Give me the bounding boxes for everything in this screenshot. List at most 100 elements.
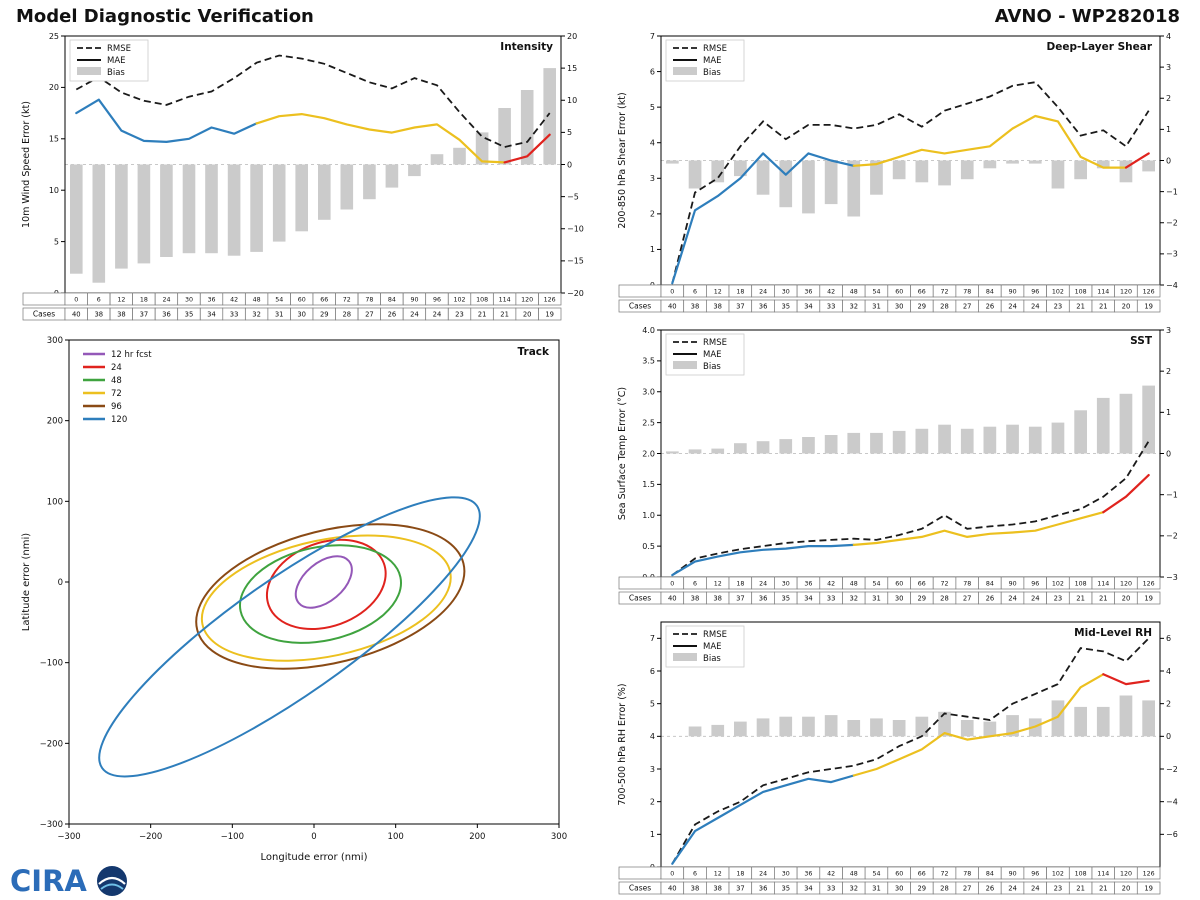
- svg-text:5: 5: [567, 128, 572, 137]
- svg-text:18: 18: [736, 870, 744, 877]
- y-axis-label: 700-500 hPa RH Error (%): [617, 683, 628, 805]
- svg-text:2: 2: [1166, 367, 1171, 376]
- svg-text:48: 48: [850, 288, 858, 295]
- svg-text:48: 48: [850, 580, 858, 587]
- svg-text:34: 34: [207, 311, 216, 319]
- svg-text:36: 36: [759, 303, 768, 311]
- svg-text:4: 4: [1166, 667, 1171, 676]
- svg-text:20: 20: [49, 83, 59, 92]
- svg-text:32: 32: [849, 303, 858, 311]
- svg-text:0: 0: [74, 296, 78, 303]
- svg-text:60: 60: [895, 288, 903, 295]
- svg-text:6: 6: [1166, 634, 1171, 643]
- track-error-ellipse: [265, 538, 387, 631]
- svg-text:84: 84: [388, 296, 396, 303]
- svg-text:66: 66: [320, 296, 328, 303]
- svg-text:26: 26: [986, 595, 995, 603]
- svg-text:21: 21: [1076, 303, 1085, 311]
- svg-text:38: 38: [691, 595, 700, 603]
- svg-text:21: 21: [1099, 303, 1108, 311]
- svg-text:38: 38: [691, 885, 700, 893]
- legend-rmse-label: RMSE: [107, 44, 131, 54]
- legend-mae-label: MAE: [107, 56, 126, 66]
- legend-rmse-label: RMSE: [703, 44, 727, 54]
- svg-text:100: 100: [388, 832, 404, 842]
- svg-text:10: 10: [567, 96, 577, 105]
- svg-text:15: 15: [567, 64, 577, 73]
- svg-text:126: 126: [1143, 580, 1155, 587]
- svg-text:5: 5: [54, 237, 59, 246]
- svg-text:96: 96: [1031, 288, 1039, 295]
- svg-text:37: 37: [140, 311, 149, 319]
- svg-text:5: 5: [650, 103, 655, 112]
- svg-text:27: 27: [963, 303, 972, 311]
- svg-text:6: 6: [650, 67, 655, 76]
- svg-text:24: 24: [1008, 303, 1017, 311]
- svg-text:20: 20: [1122, 595, 1131, 603]
- svg-text:1: 1: [1166, 408, 1171, 417]
- track-error-ellipse: [98, 496, 481, 778]
- model-storm-id: AVNO - WP282018: [994, 6, 1180, 27]
- legend-label: 48: [111, 376, 122, 386]
- svg-text:3.5: 3.5: [642, 357, 655, 366]
- legend-bias-label: Bias: [703, 68, 721, 78]
- svg-text:30: 30: [782, 288, 790, 295]
- svg-text:4.0: 4.0: [642, 326, 655, 335]
- svg-text:54: 54: [872, 870, 880, 877]
- svg-text:120: 120: [1120, 580, 1132, 587]
- legend-label: 72: [111, 389, 122, 399]
- svg-text:102: 102: [1052, 580, 1064, 587]
- cases-row-label: Cases: [629, 302, 651, 311]
- svg-text:38: 38: [713, 885, 722, 893]
- svg-text:38: 38: [117, 311, 126, 319]
- svg-text:23: 23: [1054, 303, 1063, 311]
- svg-text:7: 7: [650, 32, 655, 41]
- svg-text:10: 10: [49, 186, 59, 195]
- svg-text:32: 32: [849, 885, 858, 893]
- svg-text:21: 21: [1099, 595, 1108, 603]
- svg-text:60: 60: [895, 580, 903, 587]
- svg-text:1: 1: [650, 245, 655, 254]
- legend-mae-label: MAE: [703, 350, 722, 360]
- svg-text:108: 108: [476, 296, 488, 303]
- svg-text:−15: −15: [567, 257, 584, 266]
- panel-title: Mid-Level RH: [1074, 627, 1152, 639]
- svg-text:24: 24: [410, 311, 419, 319]
- svg-text:40: 40: [72, 311, 81, 319]
- legend-bias-swatch-icon: [77, 67, 101, 75]
- svg-text:−300: −300: [40, 820, 63, 830]
- track-error-ellipse: [294, 555, 353, 609]
- svg-text:30: 30: [782, 870, 790, 877]
- svg-text:33: 33: [827, 303, 836, 311]
- panel-title: Track: [518, 346, 550, 358]
- svg-text:35: 35: [781, 885, 790, 893]
- svg-text:120: 120: [521, 296, 533, 303]
- legend-label: 12 hr fcst: [111, 350, 152, 360]
- svg-text:24: 24: [1031, 595, 1040, 603]
- svg-text:42: 42: [827, 870, 835, 877]
- svg-text:12: 12: [117, 296, 125, 303]
- svg-text:38: 38: [713, 303, 722, 311]
- svg-text:1: 1: [650, 830, 655, 839]
- svg-text:66: 66: [918, 580, 926, 587]
- svg-text:27: 27: [963, 885, 972, 893]
- svg-text:28: 28: [940, 595, 949, 603]
- svg-text:1: 1: [1166, 125, 1171, 134]
- svg-text:31: 31: [872, 595, 881, 603]
- svg-text:20: 20: [1122, 303, 1131, 311]
- svg-text:38: 38: [94, 311, 103, 319]
- svg-text:0: 0: [1166, 156, 1171, 165]
- cases-row-label: Cases: [33, 310, 55, 319]
- svg-text:60: 60: [895, 870, 903, 877]
- svg-text:21: 21: [478, 311, 487, 319]
- svg-text:114: 114: [1097, 580, 1109, 587]
- svg-text:35: 35: [185, 311, 194, 319]
- svg-text:34: 34: [804, 885, 813, 893]
- legend-rmse-label: RMSE: [703, 630, 727, 640]
- svg-text:25: 25: [49, 32, 59, 41]
- svg-text:84: 84: [986, 580, 994, 587]
- svg-text:−3: −3: [1166, 573, 1178, 582]
- svg-text:30: 30: [782, 580, 790, 587]
- legend-bias-swatch-icon: [673, 653, 697, 661]
- svg-text:21: 21: [1076, 595, 1085, 603]
